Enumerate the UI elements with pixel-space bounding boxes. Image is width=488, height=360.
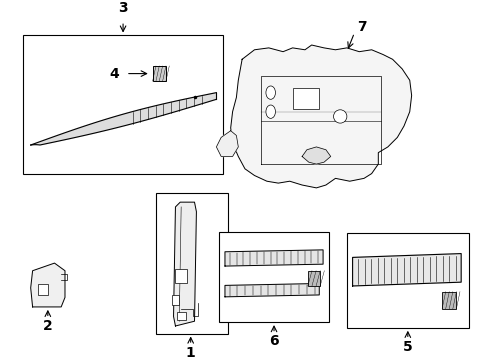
Polygon shape <box>224 283 319 297</box>
Ellipse shape <box>265 105 275 118</box>
Polygon shape <box>31 93 216 145</box>
Polygon shape <box>302 147 330 164</box>
Ellipse shape <box>265 86 275 99</box>
Bar <box>23 36 223 174</box>
Polygon shape <box>352 253 460 286</box>
Bar <box>441 292 455 309</box>
Text: 5: 5 <box>402 340 412 354</box>
Text: 4: 4 <box>109 67 119 81</box>
Bar <box>177 312 185 320</box>
Bar <box>292 88 319 109</box>
Bar <box>152 66 165 81</box>
Polygon shape <box>230 45 411 188</box>
Text: 7: 7 <box>357 20 366 34</box>
Text: 2: 2 <box>43 319 53 333</box>
Bar <box>171 296 179 305</box>
Bar <box>307 271 320 286</box>
Polygon shape <box>31 263 65 307</box>
Text: 3: 3 <box>118 1 128 14</box>
Bar <box>346 233 468 328</box>
Bar <box>156 193 227 334</box>
Polygon shape <box>173 202 196 326</box>
Bar <box>219 232 328 322</box>
Bar <box>38 284 48 296</box>
Text: 6: 6 <box>269 334 278 348</box>
Circle shape <box>333 110 346 123</box>
Polygon shape <box>216 131 238 157</box>
Bar <box>175 269 186 283</box>
Polygon shape <box>224 250 323 266</box>
Text: 1: 1 <box>185 346 195 360</box>
